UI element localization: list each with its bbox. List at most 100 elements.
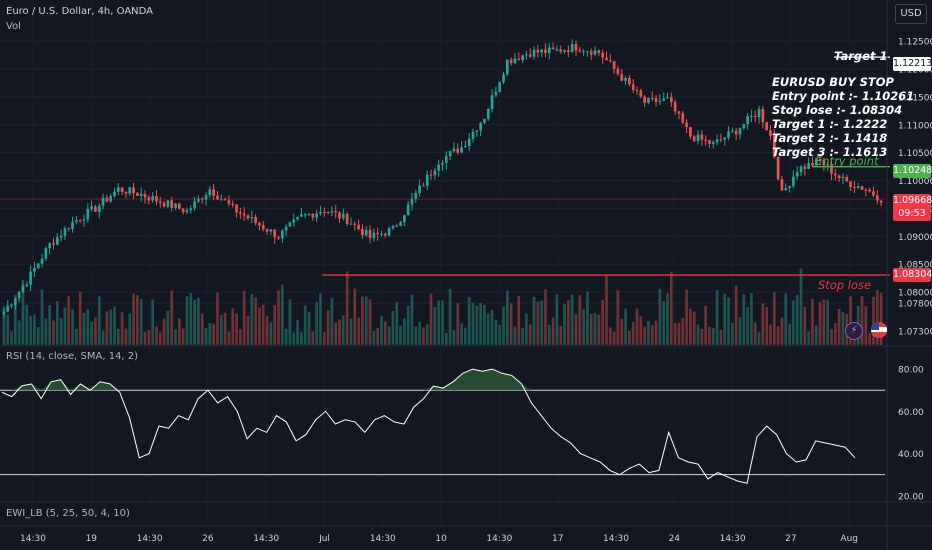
candle-body [563, 50, 566, 52]
volume-bar [422, 327, 425, 345]
symbol-title[interactable]: Euro / U.S. Dollar, 4h, OANDA [6, 6, 154, 17]
candle-body [723, 137, 727, 140]
volume-bar [303, 305, 307, 345]
candle-body [139, 194, 143, 196]
volume-bar [132, 293, 135, 345]
candle-body [490, 95, 494, 109]
candle-body [113, 191, 116, 197]
volume-bar [814, 325, 818, 345]
volume-label[interactable]: Vol [6, 21, 21, 32]
volume-bar [364, 296, 368, 345]
volume-bar [570, 294, 574, 345]
volume-bar [544, 289, 547, 345]
us-flag-icon[interactable] [871, 322, 887, 338]
candle-body [868, 189, 871, 192]
candle-body [650, 97, 654, 99]
ewi-indicator-label[interactable]: EWI_LB (5, 25, 50, 4, 10) [6, 508, 130, 519]
rsi-pane [0, 368, 885, 484]
volume-bar [448, 289, 452, 345]
time-tick-label: 14:30 [20, 534, 46, 544]
volume-bar [643, 326, 646, 345]
lightning-icon[interactable]: ⚡ [845, 322, 863, 340]
volume-bar [772, 292, 776, 345]
candle-body [357, 224, 360, 230]
candle-body [292, 219, 296, 223]
volume-bar [708, 326, 711, 345]
candle-body [662, 98, 666, 101]
volume-bar [662, 301, 666, 345]
candle-body [143, 194, 147, 198]
volume-bar [223, 312, 227, 345]
volume-bar [559, 325, 563, 345]
candle-body [631, 84, 635, 90]
volume-bar [498, 324, 502, 345]
candle-body [765, 122, 769, 131]
volume-bar [242, 291, 246, 345]
candle-body [300, 214, 303, 217]
candle-body [658, 100, 662, 102]
time-tick-label: 19 [86, 534, 98, 544]
price-tick-label: 1.10000 [898, 177, 932, 187]
volume-bar [372, 331, 376, 345]
volume-bar [761, 303, 765, 345]
volume-bar [403, 318, 406, 345]
candlesticks [2, 39, 883, 318]
volume-bar [669, 271, 673, 345]
volume-bar [860, 296, 864, 345]
candle-body [624, 78, 627, 81]
candle-body [383, 233, 387, 236]
candle-body [692, 136, 696, 142]
volume-bar [551, 317, 555, 345]
candle-body [704, 139, 707, 141]
price-tick-label: 1.10500 [898, 149, 932, 159]
candle-body [822, 160, 826, 166]
candle-body [36, 263, 40, 269]
volume-bar [376, 327, 379, 345]
candle-body [261, 225, 265, 230]
candle-body [67, 228, 71, 230]
candle-body [239, 212, 242, 214]
rsi-line [1, 368, 856, 484]
candle-body [639, 90, 643, 97]
volume-bar [315, 301, 318, 345]
price-tick-label: 1.08500 [898, 261, 932, 271]
volume-bar [204, 328, 208, 345]
candle-body [311, 213, 315, 218]
volume-bar [261, 304, 265, 345]
candle-body [837, 175, 841, 179]
volume-bar [567, 299, 570, 345]
volume-bar [666, 293, 669, 345]
volume-bar [357, 317, 360, 345]
candle-body [486, 108, 490, 119]
candle-body [25, 284, 29, 286]
candle-body [128, 187, 132, 194]
candle-body [280, 230, 284, 239]
volume-bar [444, 332, 448, 345]
candle-body [330, 211, 334, 213]
target1-annotation: Target 1 [834, 49, 888, 63]
volume-bar [742, 294, 746, 345]
volume-bar [833, 323, 837, 345]
candle-body [677, 111, 681, 114]
candle-body [349, 223, 353, 225]
candle-body [269, 229, 273, 232]
volume-bar [10, 331, 13, 345]
candle-body [654, 98, 658, 102]
volume-bar [284, 328, 288, 345]
candle-body [212, 189, 216, 196]
volume-bar [395, 302, 399, 345]
candle-body [136, 193, 139, 196]
candle-body [29, 271, 32, 285]
rsi-indicator-label[interactable]: RSI (14, close, SMA, 14, 2) [6, 351, 139, 362]
candle-body [273, 229, 277, 238]
volume-bar [479, 302, 482, 345]
volume-bar [685, 289, 688, 345]
candle-body [471, 131, 475, 139]
candle-body [780, 179, 784, 191]
candle-body [10, 304, 13, 306]
volume-bar [586, 291, 589, 345]
volume-bar [769, 324, 772, 345]
currency-button[interactable]: USD [895, 4, 927, 24]
